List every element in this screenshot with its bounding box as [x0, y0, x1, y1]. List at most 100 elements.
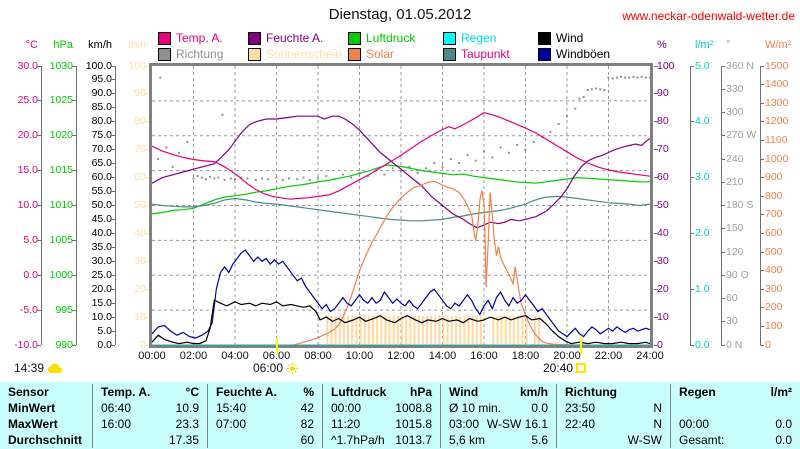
sun-icon: [286, 362, 299, 374]
table-cell: 00:00 0.0: [670, 416, 800, 432]
site-url-link[interactable]: www.neckar-odenwald-wetter.de: [622, 9, 795, 23]
axis-tick: [111, 149, 115, 151]
axis-tick-label: 30.0: [91, 254, 112, 267]
axis-tick: [721, 298, 725, 299]
axis-tick-label: 3.0: [695, 171, 710, 184]
legend-label: Solar: [366, 47, 395, 61]
axis-tick-label: 5.0: [695, 59, 710, 72]
cell-text-right: W-SW: [627, 433, 662, 447]
richtung-dot: [205, 178, 207, 181]
richtung-dot: [213, 177, 216, 180]
axis-tick: [72, 100, 76, 102]
richtung-dot: [165, 146, 168, 149]
sunshine-bar: [425, 315, 428, 344]
axis-tick: [760, 344, 764, 346]
richtung-dot: [391, 167, 394, 170]
axis-tick-label: 0 N: [726, 338, 743, 351]
axis-tick: [654, 177, 658, 179]
axis-tick: [37, 274, 41, 276]
legend-label: Regen: [461, 31, 497, 45]
richtung-dot: [632, 75, 635, 78]
axis-tick: [111, 191, 115, 193]
x-tick-label: 24:00: [636, 350, 664, 362]
richtung-dot: [628, 76, 631, 79]
axis-tick-label: 20: [134, 282, 146, 295]
table-cell: 17.35: [92, 432, 207, 448]
axis-tick: [760, 158, 764, 160]
richtung-dot: [287, 177, 290, 180]
cell-text-right: 17.35: [168, 433, 199, 447]
axis-tick: [145, 316, 149, 318]
cell-text-left: Regen: [679, 385, 716, 399]
sunshine-bar: [372, 315, 374, 344]
cell-text-left: Sensor: [8, 385, 49, 399]
sunshine-bar: [376, 315, 379, 344]
axis-tick: [721, 135, 725, 137]
axis-tick-label: 1400: [765, 78, 789, 91]
richtung-dot: [229, 177, 232, 180]
axis-tick: [721, 274, 725, 276]
axis-tick-label: 1010: [49, 199, 73, 211]
sunshine-bar: [459, 315, 462, 344]
axis-tick: [760, 214, 764, 216]
axis-unit-label: °: [726, 39, 731, 51]
axis-tick-label: 1100: [765, 133, 788, 146]
axis-tick: [145, 205, 149, 206]
axis-tick-label: 0.0: [695, 338, 710, 351]
axis-tick-label: -5.0: [19, 303, 38, 316]
cell-text-right: hPa: [409, 385, 432, 399]
axis-tick-label: 0: [657, 338, 663, 351]
axis-tick: [760, 251, 764, 253]
richtung-dot: [640, 75, 643, 78]
x-tick-label: 18:00: [511, 350, 540, 362]
x-tick-label: 20:00: [553, 350, 581, 362]
axis-unit-label: l/m²: [695, 39, 714, 51]
axis-tick: [37, 135, 41, 137]
axis-tick-label: 30: [657, 254, 669, 267]
series-solar-line: [292, 180, 581, 345]
axis-tick-label: 50.0: [91, 199, 112, 211]
axis-tick: [145, 177, 149, 179]
axis-tick: [690, 344, 694, 346]
axis-tick-label: 10.0: [91, 310, 112, 323]
richtung-dot: [466, 154, 469, 157]
axis-tick: [760, 270, 764, 272]
axis-tick: [654, 260, 658, 262]
axis-tick: [760, 195, 764, 197]
sunshine-bar: [326, 315, 329, 344]
legend-label: Windböen: [556, 47, 611, 61]
sunshine-bar: [442, 315, 445, 344]
axis-tick: [145, 149, 149, 151]
axis-tick-label: 30: [134, 254, 146, 267]
axis-tick: [760, 325, 764, 327]
axis-tick-label: 120: [726, 245, 744, 258]
axis-tick-label: 50: [134, 199, 146, 211]
axis-tick: [37, 344, 41, 346]
table-cell: 5,6 km 5.6: [440, 432, 556, 448]
legend-item-feuchte-a-: Feuchte A.: [248, 31, 323, 45]
axis-tick: [654, 149, 658, 151]
axis-tick: [111, 79, 115, 81]
axis-tick: [111, 344, 115, 346]
axis-tick: [111, 135, 115, 137]
richtung-dot: [424, 167, 427, 170]
richtung-dot: [578, 97, 581, 100]
cell-text-left: 16:00: [101, 417, 132, 431]
axis-unit-label: %: [657, 39, 667, 51]
sunshine-bar: [405, 315, 408, 344]
axis-tick: [760, 65, 764, 67]
richtung-dot: [595, 87, 597, 90]
richtung-dot: [416, 171, 419, 174]
richtung-dot: [649, 76, 650, 79]
sunrise-tick-marker: [275, 338, 278, 354]
legend-swatch: [248, 31, 261, 45]
sunshine-bar: [355, 315, 358, 344]
sunshine-bar: [392, 315, 395, 344]
axis-line: [41, 66, 42, 345]
axis-tick: [72, 274, 76, 276]
axis-tick-label: 90.0: [91, 87, 112, 100]
table-cell: 16:00 23.3: [92, 416, 207, 432]
richtung-dot: [624, 76, 627, 79]
table-header-richtung: Richtung: [556, 384, 670, 400]
axis-tick-label: 35.0: [91, 240, 112, 253]
